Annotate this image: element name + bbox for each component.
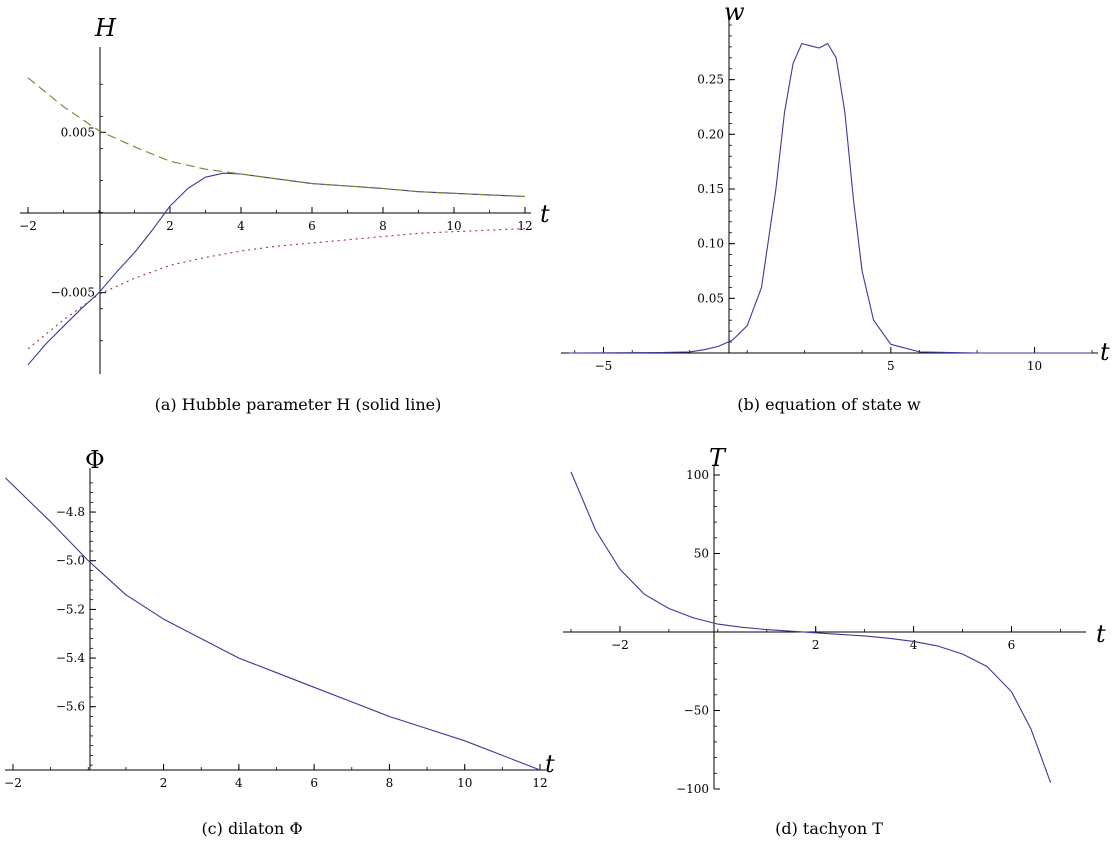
y-axis-label: Φ <box>85 446 105 474</box>
chart-panel-d: −2 2 4 6 100 50 −50 −100 t T (d) tachyon T <box>563 444 1106 838</box>
x-tick-label: 6 <box>310 776 318 790</box>
x-tick-label: 6 <box>1008 638 1016 652</box>
x-tick-label: 2 <box>166 219 174 233</box>
x-axis-label: t <box>545 750 555 778</box>
x-tick-label: −5 <box>595 359 613 373</box>
x-tick-label: −2 <box>4 776 22 790</box>
y-tick-label: −5.6 <box>56 700 85 714</box>
series-line-solid <box>27 172 526 366</box>
x-tick-label: 4 <box>237 219 245 233</box>
series-line-solid <box>570 471 1052 783</box>
y-axis-label: w <box>724 0 745 26</box>
y-tick-label: −100 <box>676 782 709 796</box>
chart-caption: (c) dilaton Φ <box>201 819 302 838</box>
y-tick-label: −4.8 <box>56 505 85 519</box>
x-tick-label: 10 <box>457 776 472 790</box>
x-tick-label: 12 <box>532 776 547 790</box>
chart-caption: (d) tachyon T <box>775 819 883 838</box>
series-line-dotted <box>27 227 526 350</box>
y-tick-label: −5.2 <box>56 602 85 616</box>
y-tick-label: −5.0 <box>56 554 85 568</box>
y-tick-label: 100 <box>686 468 709 482</box>
x-tick-label: 12 <box>517 219 532 233</box>
x-axis-label: t <box>1100 338 1110 366</box>
chart-caption: (a) Hubble parameter H (solid line) <box>155 395 442 414</box>
y-axis-label: H <box>94 14 117 42</box>
chart-panel-b: −5 5 10 0.05 0.10 0.15 0.20 0.25 t w (b) equation … <box>561 0 1110 414</box>
x-tick-label: 8 <box>386 776 394 790</box>
chart-panel-a: −2 2 4 6 8 10 12 0.005 −0.005 t H (a) Hubble parame… <box>19 14 550 414</box>
x-tick-label: 2 <box>160 776 168 790</box>
x-axis-label: t <box>1096 620 1106 648</box>
x-tick-label: 4 <box>235 776 243 790</box>
x-tick-label: −2 <box>611 638 629 652</box>
y-tick-label: −0.005 <box>51 286 95 300</box>
chart-panel-c: −2 2 4 6 8 10 12 −4.8 −5.0 −5.2 −5.4 −5.6 t Φ (c) dila… <box>4 446 555 838</box>
y-tick-label: −50 <box>684 704 709 718</box>
x-tick-label: 6 <box>308 219 316 233</box>
y-tick-label: 0.10 <box>697 237 724 251</box>
y-tick-label: 0.05 <box>697 291 724 305</box>
series-line-dashed <box>27 77 526 198</box>
x-tick-label: 10 <box>1027 359 1042 373</box>
series-line-solid <box>5 477 541 771</box>
y-tick-label: 0.005 <box>61 125 95 139</box>
x-tick-label: 4 <box>910 638 918 652</box>
x-tick-label: 5 <box>887 359 895 373</box>
y-tick-label: 0.20 <box>697 127 724 141</box>
y-tick-label: −5.4 <box>56 651 86 665</box>
x-tick-label: 10 <box>446 219 461 233</box>
y-tick-label: 50 <box>694 547 709 561</box>
y-axis-label: T <box>709 444 727 472</box>
series-line-solid <box>568 43 1092 354</box>
y-tick-label: 0.15 <box>697 182 724 196</box>
x-tick-label: −2 <box>19 219 37 233</box>
x-axis-label: t <box>540 200 550 228</box>
x-tick-label: 2 <box>812 638 820 652</box>
y-tick-label: 0.25 <box>697 73 724 87</box>
x-tick-label: 8 <box>379 219 387 233</box>
chart-caption: (b) equation of state w <box>737 395 921 414</box>
